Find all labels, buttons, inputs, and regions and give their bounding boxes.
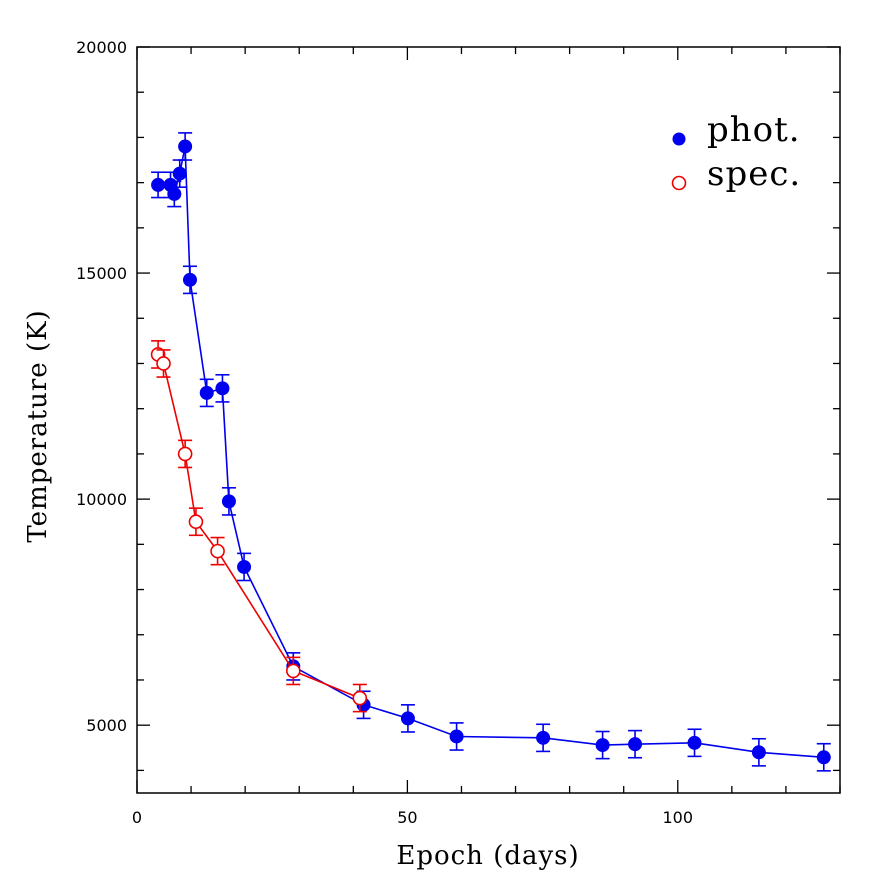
data-point bbox=[237, 559, 252, 574]
data-point bbox=[352, 690, 368, 706]
series-line bbox=[158, 146, 824, 759]
data-point bbox=[151, 177, 166, 192]
y-axis-title: Temperature (K) bbox=[23, 309, 53, 542]
data-point bbox=[182, 272, 197, 287]
x-axis-title: Epoch (days) bbox=[396, 841, 579, 871]
data-point bbox=[400, 711, 415, 726]
data-point bbox=[628, 737, 643, 752]
data-point bbox=[199, 385, 214, 400]
legend-label: spec. bbox=[707, 154, 801, 194]
legend-marker bbox=[671, 175, 687, 191]
legend-label: phot. bbox=[707, 110, 801, 150]
x-tick-label: 50 bbox=[397, 808, 417, 827]
series-1 bbox=[151, 132, 831, 772]
series-line bbox=[157, 353, 361, 699]
legend-marker bbox=[672, 132, 686, 146]
plot-frame bbox=[136, 46, 841, 794]
data-point bbox=[172, 166, 187, 181]
data-point bbox=[816, 750, 831, 765]
data-point bbox=[221, 494, 236, 509]
axis-ticks: 0 50 100 5000 10000 15000 20000 bbox=[76, 38, 841, 827]
data-point bbox=[687, 735, 702, 750]
y-tick-label: 15000 bbox=[76, 264, 127, 283]
y-tick-label: 5000 bbox=[86, 716, 127, 735]
data-point bbox=[156, 356, 171, 371]
data-point bbox=[178, 139, 193, 154]
data-point bbox=[751, 745, 766, 760]
y-tick-label: 20000 bbox=[76, 38, 127, 57]
legend: phot.spec. bbox=[671, 110, 801, 194]
x-tick-label: 0 bbox=[132, 808, 142, 827]
data-point bbox=[210, 543, 225, 559]
data-point bbox=[536, 730, 551, 745]
data-point bbox=[215, 381, 230, 396]
data-point bbox=[449, 729, 464, 744]
x-tick-label: 100 bbox=[662, 808, 693, 827]
data-point bbox=[188, 514, 204, 530]
data-point bbox=[177, 446, 193, 462]
data-point bbox=[285, 663, 301, 679]
y-tick-label: 10000 bbox=[76, 490, 127, 509]
data-point bbox=[595, 738, 610, 753]
data-point bbox=[167, 186, 182, 201]
series-2 bbox=[150, 340, 368, 713]
